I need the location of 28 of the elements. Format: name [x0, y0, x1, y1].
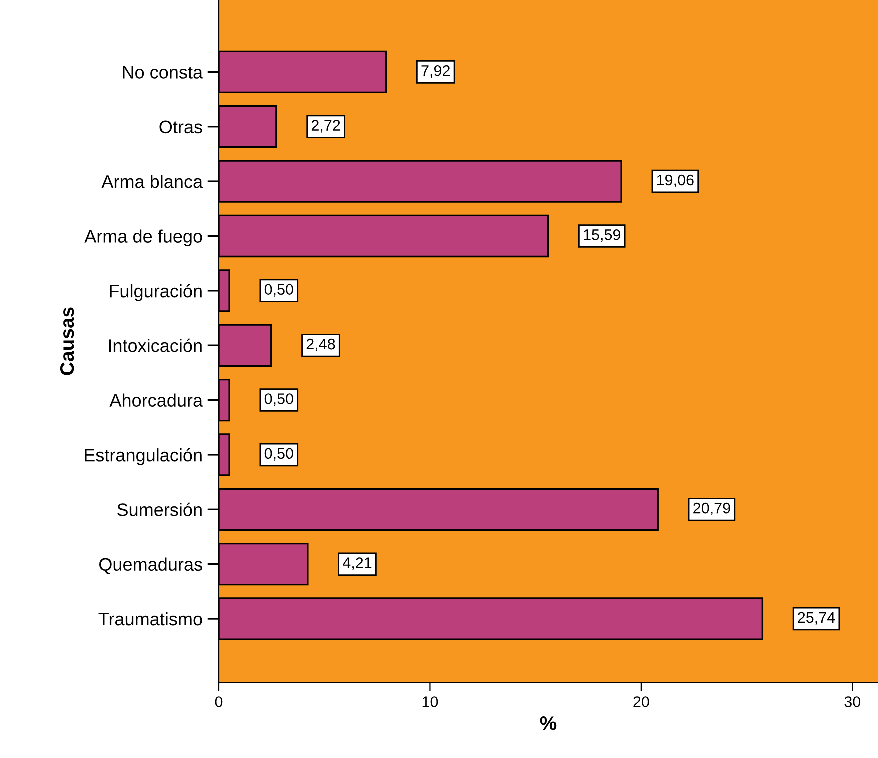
data-label: 4,21 — [342, 558, 372, 570]
x-tick-label: 20 — [634, 696, 650, 708]
x-tick-label: 10 — [422, 696, 438, 708]
data-label: 0,50 — [264, 284, 294, 297]
data-label: 7,92 — [422, 65, 450, 78]
y-tick-label: Otras — [160, 120, 202, 134]
y-tick-label: Sumersión — [118, 502, 202, 516]
data-label: 2,48 — [306, 338, 336, 352]
y-tick-label: Estrangulación — [85, 448, 202, 466]
data-label: 20,79 — [694, 502, 730, 516]
y-tick-label: Intoxicación — [109, 338, 202, 352]
x-axis-title: % — [540, 716, 557, 730]
y-axis-title: Causas — [60, 308, 74, 376]
y-tick-label: Traumatismo — [98, 612, 202, 626]
data-label: 25,74 — [798, 612, 836, 625]
y-tick-label: Arma blanca — [102, 175, 204, 188]
data-label: 2,72 — [312, 120, 340, 133]
y-tick-label: Quemaduras — [100, 558, 202, 574]
data-label: 15,59 — [584, 230, 621, 242]
y-tick-label: Fulguración — [110, 284, 202, 302]
y-tick-label: Arma de fuego — [84, 230, 202, 247]
x-tick-label: 0 — [215, 696, 223, 708]
data-label: 0,50 — [264, 448, 294, 461]
y-tick-label: Ahorcadura — [110, 394, 204, 408]
data-label: 19,06 — [657, 174, 694, 188]
y-tick-label: No consta — [123, 66, 204, 79]
x-tick-label: 30 — [844, 696, 861, 708]
data-label: 0,50 — [264, 394, 294, 406]
